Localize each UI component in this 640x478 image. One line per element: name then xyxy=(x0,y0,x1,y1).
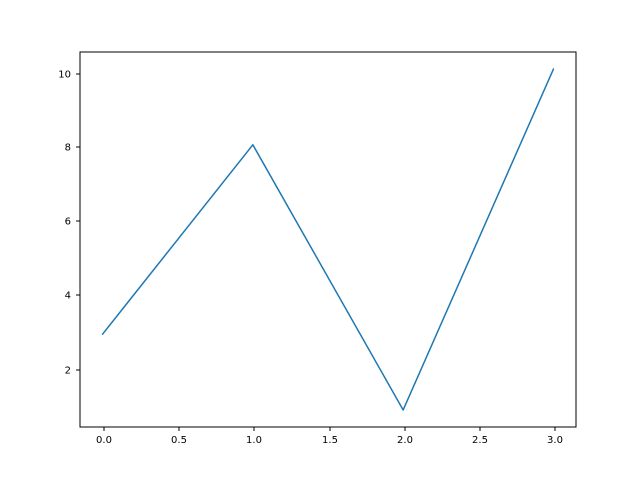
y-axis-tick-labels: 2 4 6 8 10 xyxy=(58,70,71,377)
x-tick-label-4: 2.0 xyxy=(397,435,413,446)
axes-background xyxy=(80,52,576,427)
data-line-series-0 xyxy=(101,68,555,411)
data-series-group xyxy=(101,68,555,411)
y-tick-label-0: 2 xyxy=(65,366,71,377)
x-tick-label-1: 0.5 xyxy=(171,435,187,446)
x-tick-label-5: 2.5 xyxy=(472,435,488,446)
axes-spines xyxy=(79,51,577,428)
x-tick-label-2: 1.0 xyxy=(246,435,262,446)
y-axis-ticks xyxy=(76,73,80,371)
x-tick-label-0: 0.0 xyxy=(96,435,112,446)
x-axis-ticks xyxy=(103,427,556,431)
x-tick-label-3: 1.5 xyxy=(322,435,338,446)
y-tick-label-3: 8 xyxy=(65,143,71,154)
y-tick-label-1: 4 xyxy=(65,291,71,302)
x-tick-label-6: 3.0 xyxy=(547,435,563,446)
y-tick-label-4: 10 xyxy=(58,70,71,81)
x-axis-tick-labels: 0.0 0.5 1.0 1.5 2.0 2.5 3.0 xyxy=(96,435,563,446)
axes-frame xyxy=(79,51,577,428)
y-tick-label-2: 6 xyxy=(65,217,71,228)
